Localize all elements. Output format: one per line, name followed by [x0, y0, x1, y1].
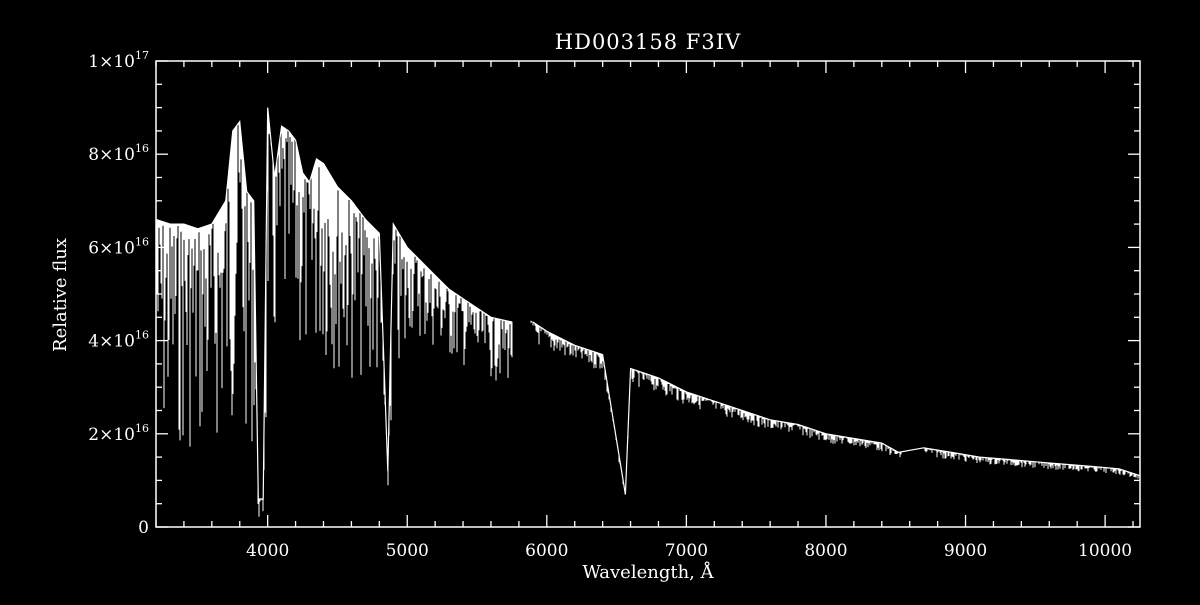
- y-tick-label: 1×1017: [88, 49, 149, 72]
- x-axis: 4000 5000 6000 7000 8000 9000 10000: [155, 61, 1134, 561]
- x-tick-label: 6000: [525, 541, 568, 561]
- y-tick-label: 0: [138, 518, 149, 538]
- x-tick-label: 9000: [944, 541, 987, 561]
- plot-area: [155, 107, 1141, 517]
- x-tick-label: 7000: [665, 541, 708, 561]
- y-axis-title: Relative flux: [50, 238, 71, 352]
- x-tick-label: 5000: [386, 541, 429, 561]
- y-tick-label: 8×1016: [88, 142, 149, 165]
- y-axis: 0 2×1016 4×1016 6×1016 8×1016 1×1017: [88, 49, 1140, 538]
- y-tick-label: 4×1016: [88, 329, 149, 352]
- y-tick-label: 6×1016: [88, 235, 149, 258]
- chart-title: HD003158 F3IV: [555, 30, 741, 54]
- x-axis-title: Wavelength, Å: [582, 561, 714, 583]
- x-tick-label: 4000: [246, 541, 289, 561]
- x-tick-label: 10000: [1078, 541, 1132, 561]
- x-tick-label: 8000: [804, 541, 847, 561]
- absorption-texture: [156, 111, 1139, 517]
- y-tick-label: 2×1016: [88, 422, 149, 445]
